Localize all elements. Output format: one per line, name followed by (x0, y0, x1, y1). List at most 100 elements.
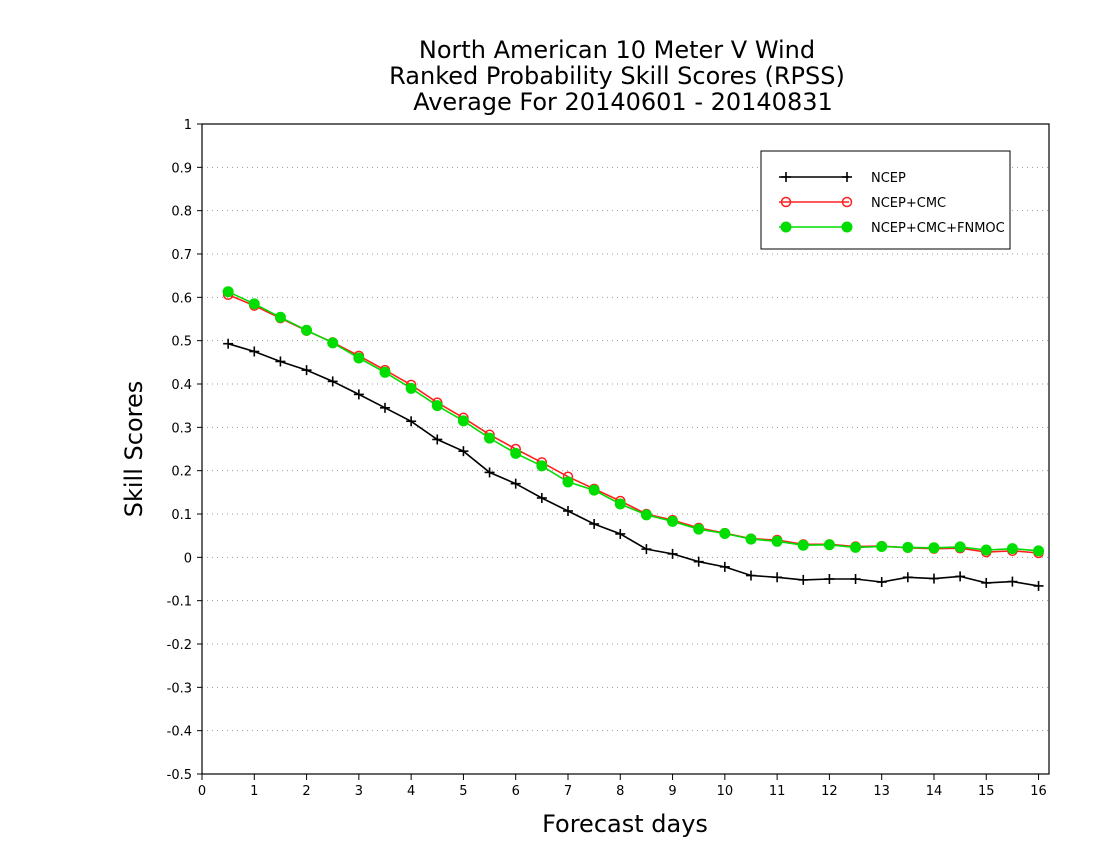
x-axis-ticks: 0 1 2 3 4 5 6 7 8 9 10 11 12 13 14 15 16 (198, 774, 1047, 799)
y-tick-label: 0.6 (171, 291, 192, 306)
x-axis-label: Forecast days (542, 810, 708, 838)
data-point-ncep-cmc-fnmoc (248, 298, 260, 310)
series-ncep-cmc (222, 289, 1044, 559)
data-point-ncep-cmc-fnmoc (745, 533, 757, 545)
y-axis-label: Skill Scores (120, 381, 148, 518)
legend-item-ncep-cmc: NCEP+CMC (779, 196, 946, 211)
y-tick-label: -0.3 (167, 681, 192, 696)
series-line-ncep (227, 342, 1039, 587)
chart-title-line-2: Ranked Probability Skill Scores (RPSS) (389, 62, 845, 90)
y-tick-label: 1 (184, 118, 192, 133)
data-point-ncep (301, 365, 312, 376)
legend-label: NCEP+CMC (871, 196, 946, 211)
data-point-ncep (484, 467, 495, 478)
y-tick-label: 0.5 (171, 335, 192, 350)
data-point-ncep (432, 434, 443, 445)
y-tick-label: 0.1 (171, 508, 192, 523)
legend-marker (780, 221, 792, 233)
data-point-ncep (249, 346, 260, 357)
data-point-ncep (850, 574, 861, 584)
data-point-ncep (719, 561, 730, 572)
data-point-ncep-cmc-fnmoc (301, 324, 313, 336)
data-point-ncep-cmc-fnmoc (484, 432, 496, 444)
x-tick-label: 2 (302, 784, 310, 799)
legend-marker (841, 196, 853, 208)
data-point-ncep (693, 556, 704, 567)
x-tick-label: 13 (873, 784, 890, 799)
data-point-ncep (275, 356, 286, 367)
data-point-ncep-cmc-fnmoc (510, 447, 522, 459)
x-tick-label: 10 (717, 784, 734, 799)
data-point-ncep (772, 572, 783, 583)
x-tick-label: 4 (407, 784, 415, 799)
legend: NCEP NCEP+CMC NCEP+CMC+FNMOC (760, 150, 1011, 250)
y-tick-label: -0.2 (167, 638, 192, 653)
legend-box (760, 150, 1011, 250)
y-tick-label: 0.4 (171, 378, 192, 393)
chart-title: North American 10 Meter V Wind Ranked Pr… (389, 36, 845, 116)
plot-frame (201, 123, 1050, 775)
data-point-ncep-cmc-fnmoc (980, 544, 992, 556)
data-point-ncep-cmc-fnmoc (876, 541, 888, 552)
data-point-ncep (876, 577, 887, 588)
x-tick-label: 3 (355, 784, 363, 799)
data-point-ncep (1007, 576, 1018, 587)
legend-marker (841, 221, 853, 233)
data-point-ncep (981, 577, 992, 588)
data-point-ncep-cmc-fnmoc (353, 352, 365, 364)
data-point-ncep-cmc-fnmoc (1006, 543, 1018, 555)
data-point-ncep (615, 528, 626, 539)
data-point-ncep-cmc-fnmoc (640, 509, 652, 521)
series-lines (222, 286, 1045, 591)
x-tick-label: 0 (198, 784, 206, 799)
data-point-ncep (562, 505, 573, 516)
x-tick-label: 7 (564, 784, 572, 799)
data-point-ncep-cmc-fnmoc (405, 382, 417, 394)
data-point-ncep (955, 571, 966, 582)
x-tick-label: 9 (668, 784, 676, 799)
y-tick-label: 0.7 (171, 248, 192, 263)
x-tick-label: 5 (459, 784, 467, 799)
x-tick-label: 14 (926, 784, 943, 799)
y-tick-label: -0.5 (167, 768, 192, 783)
data-point-ncep-cmc-fnmoc (457, 415, 469, 427)
data-point-ncep (327, 376, 338, 387)
chart-title-line-1: North American 10 Meter V Wind (419, 36, 815, 64)
data-point-ncep (223, 338, 234, 349)
data-point-ncep (379, 402, 390, 413)
y-tick-label: 0.9 (171, 161, 192, 176)
data-point-ncep (353, 389, 364, 400)
data-point-ncep-cmc-fnmoc (1033, 545, 1045, 557)
data-point-ncep-cmc-fnmoc (222, 286, 234, 298)
data-point-ncep-cmc-fnmoc (850, 541, 862, 553)
data-point-ncep-cmc-fnmoc (928, 542, 940, 554)
data-point-ncep-cmc-fnmoc (719, 528, 731, 539)
data-point-ncep (536, 492, 547, 503)
y-tick-label: 0 (184, 551, 192, 566)
data-point-ncep-cmc-fnmoc (379, 366, 391, 378)
y-axis-ticks: -0.5 -0.4 -0.3 -0.2 -0.1 0 0.1 0.2 0.3 0.4 0.5 0.6 0… (167, 118, 202, 783)
data-point-ncep-cmc-fnmoc (274, 311, 286, 323)
data-point-ncep (928, 573, 939, 584)
chart-title-line-3: Average For 20140601 - 20140831 (413, 88, 833, 116)
data-point-ncep-cmc-fnmoc (954, 541, 966, 553)
y-tick-label: -0.1 (167, 595, 192, 610)
legend-label: NCEP (871, 171, 906, 186)
data-point-ncep (406, 416, 417, 427)
data-point-ncep (902, 572, 913, 583)
data-point-ncep-cmc-fnmoc (823, 539, 835, 551)
data-point-ncep (745, 570, 756, 581)
data-point-ncep-cmc-fnmoc (667, 515, 679, 527)
data-point-ncep (798, 574, 809, 585)
x-tick-label: 1 (250, 784, 258, 799)
data-point-ncep-cmc-fnmoc (562, 476, 574, 488)
data-point-ncep-cmc-fnmoc (771, 535, 783, 547)
data-point-ncep-cmc-fnmoc (536, 460, 548, 472)
legend-marker (780, 196, 792, 208)
data-point-ncep-cmc-fnmoc (431, 400, 443, 412)
x-tick-label: 11 (769, 784, 786, 799)
data-point-ncep (458, 446, 469, 457)
series-line-ncep-cmc-fnmoc (227, 290, 1039, 552)
legend-marker (781, 172, 791, 182)
